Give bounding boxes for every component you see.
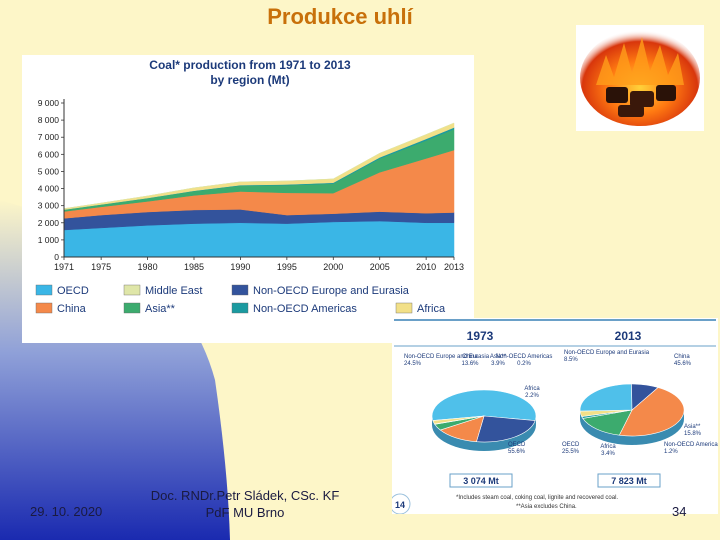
y-tick-label: 8 000 [38,115,60,125]
legend-swatch [36,303,52,313]
pie-percent-label: 24.5% [404,361,422,367]
y-tick-label: 1 000 [38,235,60,245]
pie-label: Non-OECD Europe and Eurasia [564,350,650,356]
area-chart-subtitle: by region (Mt) [210,73,289,87]
pie-footnote-2: **Asia excludes China. [516,504,577,510]
x-tick-label: 1995 [277,262,297,272]
pie-2013-title: 2013 [615,329,642,343]
y-tick-label: 5 000 [38,166,60,176]
y-tick-label: 0 [54,252,59,262]
x-tick-label: 1980 [138,262,158,272]
legend-label: Non-OECD Europe and Eurasia [253,285,410,297]
legend-label: Middle East [145,285,202,297]
x-tick-label: 2005 [370,262,390,272]
pie-percent-label: 3.9% [491,361,505,367]
legend-label: OECD [57,285,89,297]
pie-percent-label: 15.8% [684,431,702,437]
pie-1973-title: 1973 [467,329,494,343]
pie-label: Africa [524,386,540,392]
legend-swatch [396,303,412,313]
pie-label: Asia** [684,424,701,430]
pie-label: Africa [600,444,616,450]
area-chart-panel: Coal* production from 1971 to 2013 by re… [22,55,474,343]
legend-swatch [36,285,52,295]
x-tick-label: 1985 [184,262,204,272]
y-tick-label: 2 000 [38,218,60,228]
pie-footnote-1: *Includes steam coal, coking coal, ligni… [456,495,618,501]
x-tick-label: 1971 [54,262,74,272]
pie-percent-label: 3.4% [601,451,615,457]
footer-author-line-2: PdF MU Brno [140,504,350,521]
area-chart: Coal* production from 1971 to 2013 by re… [22,55,474,343]
pie-percent-label: 25.5% [562,449,580,455]
pie-label: OECD [562,442,580,448]
y-tick-label: 7 000 [38,132,60,142]
pie-label: OECD [508,442,526,448]
legend-swatch [124,303,140,313]
pie-chart-panel: 1973 2013 OECD 55.6% Non-OECD Europe and E… [392,318,718,514]
legend-swatch [232,285,248,295]
pie-percent-label: 55.6% [508,449,526,455]
y-tick-label: 4 000 [38,184,60,194]
legend-label: Africa [417,303,446,315]
pie-label: Non-OECD Americas [496,354,553,360]
y-tick-label: 9 000 [38,98,60,108]
pie-1973-total: 3 074 Mt [463,476,499,486]
pie-slice-oecd [580,384,632,411]
footer-date: 29. 10. 2020 [30,504,102,519]
pie-percent-label: 8.5% [564,357,578,363]
pie-percent-label: 0.2% [517,361,531,367]
pie-percent-label: 1.2% [664,449,678,455]
pie-percent-label: 2.2% [525,393,539,399]
y-tick-label: 3 000 [38,201,60,211]
x-tick-label: 2013 [444,262,464,272]
legend-label: Asia** [145,303,176,315]
x-tick-label: 1975 [91,262,111,272]
footer-page-number: 34 [672,504,686,519]
legend-label: China [57,303,87,315]
footer-author-line-1: Doc. RNDr.Petr Sládek, CSc. KF [140,487,350,504]
area-chart-title: Coal* production from 1971 to 2013 [149,58,351,72]
legend-label: Non-OECD Americas [253,303,357,315]
pie-page-number: 14 [395,500,405,510]
y-tick-label: 6 000 [38,149,60,159]
x-tick-label: 1990 [230,262,250,272]
legend-swatch [232,303,248,313]
legend-swatch [124,285,140,295]
x-tick-label: 2000 [323,262,343,272]
fire-image [576,25,704,131]
pie-2013-total: 7 823 Mt [611,476,647,486]
x-tick-label: 2010 [416,262,436,272]
pie-percent-label: 45.6% [674,361,692,367]
pie-label: China [674,354,690,360]
pie-label: China [462,354,478,360]
pie-label: Non-OECD Americas [664,442,718,448]
pie-percent-label: 13.6% [461,361,479,367]
footer-author: Doc. RNDr.Petr Sládek, CSc. KF PdF MU Br… [140,487,350,521]
